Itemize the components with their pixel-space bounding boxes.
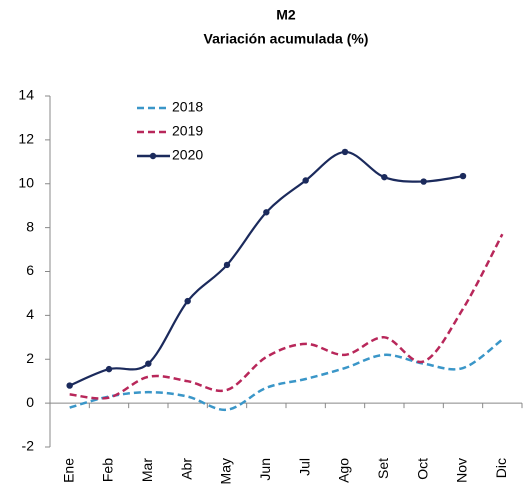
series-marker: [263, 209, 270, 216]
series-marker: [302, 177, 309, 184]
series-marker: [459, 172, 467, 180]
series-marker: [184, 297, 191, 305]
y-tick-label: 8: [26, 218, 34, 234]
legend-label: 2018: [172, 99, 203, 115]
x-tick-label: Dic: [493, 458, 509, 478]
legend-label: 2020: [172, 147, 203, 163]
x-tick-label: May: [218, 458, 234, 484]
y-tick-label: 14: [18, 87, 34, 103]
y-tick-label: -2: [22, 438, 35, 454]
x-tick-label: Mar: [139, 458, 155, 482]
y-tick-label: 4: [26, 306, 34, 322]
y-tick-label: 12: [18, 131, 34, 147]
series-marker: [105, 365, 113, 373]
x-tick-label: Oct: [414, 458, 430, 480]
legend-marker: [149, 152, 157, 160]
y-tick-label: 2: [26, 350, 34, 366]
x-tick-label: Ene: [60, 458, 76, 483]
series-line: [69, 338, 504, 411]
x-tick-label: Nov: [454, 458, 470, 483]
series-marker: [341, 148, 349, 156]
x-tick-label: Jun: [257, 458, 273, 481]
x-tick-label: Set: [375, 458, 391, 479]
x-tick-label: Feb: [100, 458, 116, 482]
y-tick-label: 10: [18, 174, 34, 190]
legend-label: 2019: [172, 123, 203, 139]
chart-subtitle: Variación acumulada (%): [204, 31, 369, 47]
x-tick-label: Ago: [336, 458, 352, 483]
series-line: [69, 233, 504, 400]
series-marker: [145, 360, 152, 367]
y-tick-label: 6: [26, 262, 34, 278]
series-marker: [420, 178, 427, 185]
series-marker: [66, 382, 73, 389]
series-marker: [223, 261, 231, 269]
y-tick-label: 0: [26, 394, 34, 410]
series-marker: [381, 173, 388, 181]
chart-title: M2: [276, 7, 296, 23]
x-tick-label: Jul: [296, 458, 312, 476]
x-tick-label: Abr: [178, 458, 194, 480]
